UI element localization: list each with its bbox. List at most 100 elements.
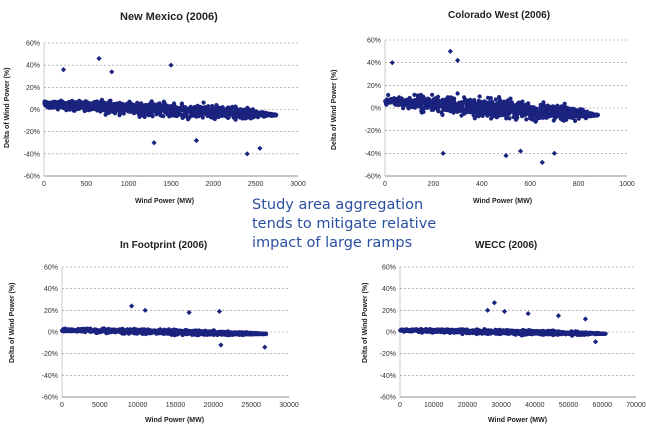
data-point xyxy=(262,344,268,350)
x-tick-label: 500 xyxy=(80,181,92,188)
data-point xyxy=(530,331,536,336)
y-tick-label: 40% xyxy=(382,286,396,293)
x-tick-label: 3000 xyxy=(290,181,306,188)
data-point xyxy=(501,330,506,335)
y-tick-label: 40% xyxy=(44,286,58,293)
caption-text: Study area aggregation tends to mitigate… xyxy=(252,196,492,253)
data-point xyxy=(553,330,558,335)
data-point xyxy=(172,102,177,107)
data-point xyxy=(232,105,237,110)
data-point xyxy=(62,100,67,106)
data-point xyxy=(443,107,448,112)
y-tick-label: 20% xyxy=(367,83,381,90)
data-point xyxy=(573,118,578,123)
data-point xyxy=(263,111,268,116)
data-point xyxy=(70,105,75,110)
data-point xyxy=(129,303,135,309)
data-point xyxy=(96,55,102,62)
data-point xyxy=(455,57,461,63)
data-point xyxy=(136,329,142,335)
x-tick-label: 400 xyxy=(476,181,488,188)
data-point xyxy=(233,113,238,118)
chart-title: Colorado West (2006) xyxy=(448,10,551,21)
data-point xyxy=(244,115,249,120)
data-point xyxy=(527,105,532,110)
data-point xyxy=(472,109,477,115)
data-point xyxy=(524,117,529,122)
data-point xyxy=(252,113,258,118)
data-point xyxy=(557,330,562,335)
data-point xyxy=(478,106,484,111)
data-point xyxy=(406,106,411,111)
data-point xyxy=(231,331,236,336)
data-point xyxy=(555,313,562,319)
x-tick-label: 70000 xyxy=(626,402,646,409)
data-point xyxy=(172,110,177,115)
data-point xyxy=(401,106,406,111)
scatter-plot: -60%-40%-20%0%20%40%60%0 500 1000 1500 2000 2… xyxy=(24,41,306,189)
data-point xyxy=(156,330,162,335)
data-point xyxy=(527,330,532,335)
x-tick-label: 1000 xyxy=(619,181,635,188)
data-point xyxy=(69,328,74,333)
data-point xyxy=(421,98,426,103)
x-tick-label: 600 xyxy=(524,181,536,188)
data-point xyxy=(462,100,467,105)
x-tick-label: 5000 xyxy=(92,402,108,409)
data-point xyxy=(516,330,521,335)
caption-line: Study area aggregation xyxy=(252,197,424,213)
x-tick-label: 30000 xyxy=(491,402,511,409)
data-point xyxy=(415,98,420,103)
data-point xyxy=(455,91,460,96)
data-points xyxy=(60,303,269,350)
data-point xyxy=(525,310,531,317)
data-point xyxy=(475,104,480,109)
data-point xyxy=(392,96,397,101)
data-point xyxy=(186,106,191,111)
data-point xyxy=(440,104,445,109)
x-tick-label: 2500 xyxy=(248,181,264,188)
data-point xyxy=(131,104,136,109)
x-tick-label: 0 xyxy=(383,181,387,188)
y-tick-label: 0% xyxy=(371,106,381,113)
data-point xyxy=(203,107,208,112)
scatter-panel-colorado-west: Colorado West (2006) Delta of Wind Power… xyxy=(323,0,646,215)
data-point xyxy=(206,104,211,109)
data-point xyxy=(142,328,147,333)
data-point xyxy=(595,112,600,118)
data-point xyxy=(412,92,417,97)
data-point xyxy=(179,101,184,106)
data-point xyxy=(176,109,181,115)
data-point xyxy=(592,339,599,345)
data-point xyxy=(472,101,477,106)
data-point xyxy=(554,110,559,116)
data-point xyxy=(456,103,461,108)
data-point xyxy=(562,101,567,106)
data-point xyxy=(545,331,551,336)
data-point xyxy=(121,110,126,115)
data-point xyxy=(462,95,467,100)
y-tick-label: -60% xyxy=(24,174,40,181)
data-point xyxy=(154,112,159,117)
data-point xyxy=(481,99,486,105)
data-point xyxy=(242,109,247,114)
data-point xyxy=(441,100,446,105)
scatter-plot: -60%-40%-20%0%20%40%60%0 200 400 600 800 1000 xyxy=(365,38,635,189)
data-point xyxy=(403,328,409,333)
data-point xyxy=(517,101,522,106)
data-point xyxy=(521,332,526,337)
data-point xyxy=(537,115,542,121)
data-point xyxy=(130,330,135,335)
data-point xyxy=(419,108,424,113)
data-point xyxy=(218,342,224,348)
data-point xyxy=(86,328,91,333)
data-point xyxy=(103,104,108,109)
data-point xyxy=(558,116,563,121)
data-point xyxy=(274,112,279,118)
data-point xyxy=(550,331,555,336)
data-point xyxy=(153,108,158,113)
data-point xyxy=(571,112,576,117)
data-point xyxy=(476,114,481,119)
scatter-plot: -60%-40%-20%0%20%40%60%0 5000 10000 15000 20… xyxy=(42,265,299,410)
y-tick-label: -20% xyxy=(365,128,381,135)
